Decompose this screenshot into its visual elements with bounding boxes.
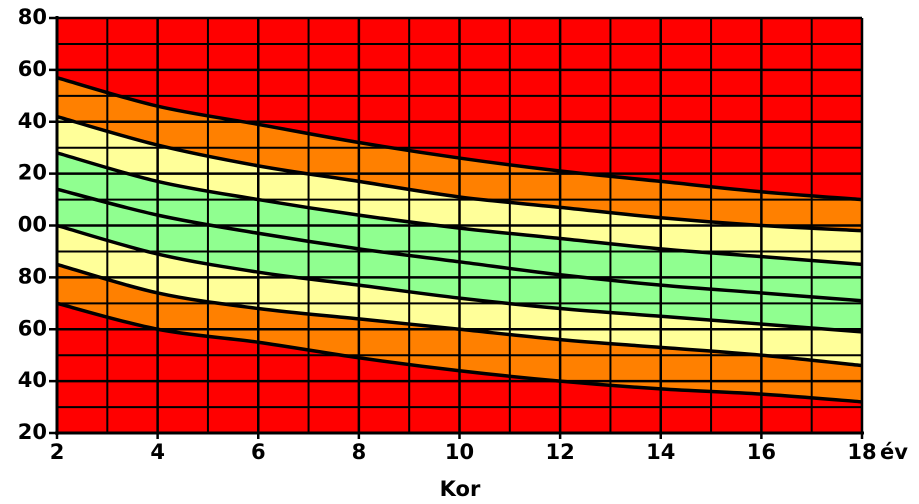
- y-tick-label: 80: [18, 5, 47, 29]
- x-tick-label: 6: [251, 440, 266, 464]
- x-tick-label: 16: [747, 440, 776, 464]
- boundary-line: [56, 262, 863, 368]
- x-tick-label: 2: [50, 440, 65, 464]
- x-tick-label: 12: [546, 440, 575, 464]
- y-tick-label: 80: [18, 264, 47, 288]
- boundary-line: [56, 114, 863, 233]
- boundary-line: [56, 223, 863, 334]
- boundary-line: [56, 301, 863, 404]
- y-tick-label: 20: [18, 420, 47, 444]
- x-tick-label: 18: [847, 440, 876, 464]
- y-tick-label: 00: [18, 213, 47, 237]
- y-tick-label: 40: [18, 109, 47, 133]
- x-tick-label: 10: [445, 440, 474, 464]
- y-tick-label: 60: [18, 316, 47, 340]
- boundary-line: [56, 187, 863, 303]
- x-tick-label: 4: [150, 440, 165, 464]
- y-tick-label: 60: [18, 57, 47, 81]
- boundary-line: [56, 75, 863, 202]
- boundary-line: [56, 151, 863, 267]
- y-tick-label: 40: [18, 368, 47, 392]
- x-tick-label: 14: [646, 440, 675, 464]
- x-tick-label: 8: [352, 440, 367, 464]
- y-tick-label: 20: [18, 161, 47, 185]
- x-axis-label: Kor: [440, 477, 481, 501]
- x-unit: év: [880, 440, 908, 464]
